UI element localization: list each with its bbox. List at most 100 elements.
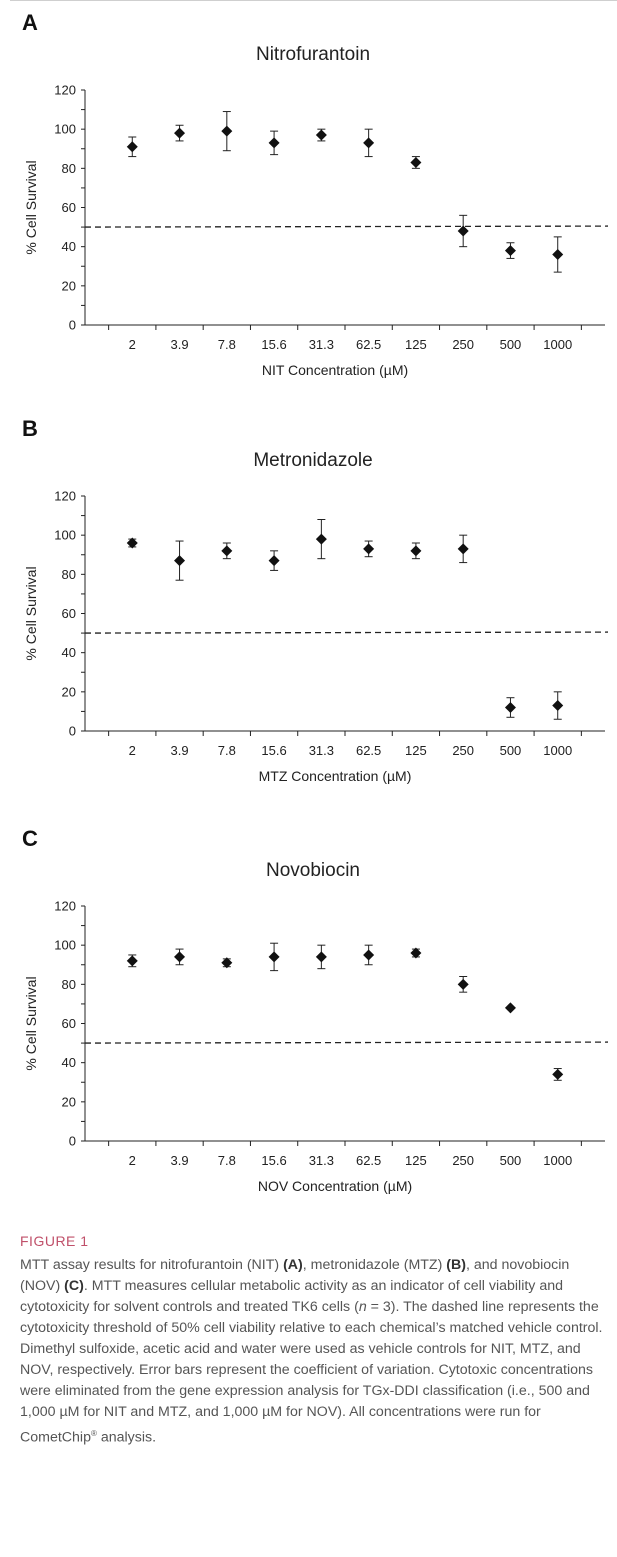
chart-c: Novobiocin 0 20 40 60 80 100 120 2 3.9 7.8 15.6 31.3… [23,860,609,1194]
data-point [268,951,280,963]
x-tick-label: 125 [405,743,427,758]
figure-label: FIGURE 1 [20,1233,89,1249]
caption-text-4: . MTT measures cellular metabolic activi… [20,1278,563,1315]
x-tick-label: 3.9 [171,743,189,758]
data-point [363,543,375,555]
x-axis-label: NOV Concentration (µM) [258,1178,412,1194]
y-tick-label: 20 [62,684,76,699]
caption-ref-c: (C) [64,1278,84,1294]
data-point [174,555,186,567]
x-tick-label: 62.5 [356,337,381,352]
figure-caption: FIGURE 1 MTT assay results for nitrofura… [20,1233,605,1449]
x-tick-label: 2 [129,337,136,352]
data-point [268,555,280,567]
panel-letter-c: C [22,826,38,851]
threshold-line [84,225,609,228]
data-point [221,125,233,137]
x-tick-label: 1000 [543,1153,572,1168]
x-tick-label: 31.3 [309,743,334,758]
x-tick-label: 31.3 [309,337,334,352]
x-tick-label: 3.9 [171,1153,189,1168]
caption-text-3: , and novobiocin (NOV) [20,1257,570,1294]
x-tick-label: 2 [129,743,136,758]
data-point [126,141,138,153]
top-rule [10,0,617,1]
x-tick-label: 15.6 [261,1153,286,1168]
y-tick-label: 80 [62,977,76,992]
data-point [315,533,327,545]
data-point [174,127,186,139]
data-point [410,545,422,557]
y-tick-label: 40 [62,1055,76,1070]
y-tick-label: 0 [69,724,76,739]
y-tick-label: 40 [62,239,76,254]
data-point [126,537,138,549]
data-point [363,137,375,149]
panel-b: B Metronidazole 0 20 40 60 80 100 120 2 3.9 7.8 15.… [0,406,617,816]
panel-letter-b: B [22,416,38,441]
x-tick-label: 15.6 [261,743,286,758]
x-axis-label: NIT Concentration (µM) [262,362,408,378]
x-tick-label: 62.5 [356,743,381,758]
caption-text-2: , metronidazole (MTZ) [302,1257,447,1273]
caption-ref-b: (B) [446,1257,466,1273]
data-point [410,947,422,959]
caption-text-5: = 3). The dashed line represents the cyt… [20,1299,603,1446]
data-point [552,1068,564,1080]
data-point [504,702,516,713]
data-point [315,129,327,141]
threshold-line [84,631,609,634]
x-tick-label: 125 [405,337,427,352]
x-tick-label: 250 [452,1153,474,1168]
x-tick-label: 1000 [543,337,572,352]
data-point [410,156,422,168]
y-tick-label: 60 [62,606,76,621]
y-tick-label: 100 [54,528,76,543]
x-tick-label: 500 [500,743,522,758]
x-tick-label: 3.9 [171,337,189,352]
caption-n-variable: n [358,1299,367,1315]
data-point [552,700,564,712]
y-tick-label: 60 [62,1016,76,1031]
x-tick-label: 15.6 [261,337,286,352]
data-point [457,978,469,990]
panel-letter-a: A [22,10,38,35]
caption-ref-a: (A) [283,1257,303,1273]
y-tick-label: 0 [69,318,76,333]
y-tick-label: 100 [54,122,76,137]
chart-title: Novobiocin [266,860,360,881]
y-tick-label: 120 [54,489,76,504]
y-axis-label: % Cell Survival [23,976,39,1070]
panel-c: C Novobiocin 0 20 40 60 80 100 120 2 3.9 7.8 15.6 31… [0,816,617,1226]
y-axis-label: % Cell Survival [23,160,39,254]
chart-title: Nitrofurantoin [256,44,370,65]
data-point [174,951,186,963]
x-tick-label: 125 [405,1153,427,1168]
caption-text-6: analysis. [96,1429,157,1446]
x-tick-label: 250 [452,743,474,758]
y-axis-label: % Cell Survival [23,566,39,660]
y-tick-label: 80 [62,161,76,176]
chart-a: Nitrofurantoin 0 20 40 60 80 100 120 2 3.9 7.8 15.6… [23,44,609,378]
data-point [221,545,233,557]
y-tick-label: 120 [54,83,76,98]
y-tick-label: 120 [54,899,76,914]
x-tick-label: 7.8 [218,1153,236,1168]
x-tick-label: 500 [500,337,522,352]
figure-caption-text: MTT assay results for nitrofurantoin (NI… [20,1255,605,1449]
x-tick-label: 2 [129,1153,136,1168]
data-point [363,949,375,961]
data-point [315,951,327,963]
panel-a: A Nitrofurantoin 0 20 40 60 80 100 120 2 3.9 7.8 15… [0,0,617,410]
data-point [221,957,233,969]
y-tick-label: 80 [62,567,76,582]
x-tick-label: 31.3 [309,1153,334,1168]
x-tick-label: 7.8 [218,337,236,352]
y-tick-label: 40 [62,645,76,660]
y-tick-label: 60 [62,200,76,215]
y-tick-label: 0 [69,1134,76,1149]
y-tick-label: 20 [62,278,76,293]
data-point [552,249,564,260]
chart-b: Metronidazole 0 20 40 60 80 100 120 2 3.9 7.8 15.6 3… [23,450,609,784]
registered-mark: ® [90,1429,97,1438]
